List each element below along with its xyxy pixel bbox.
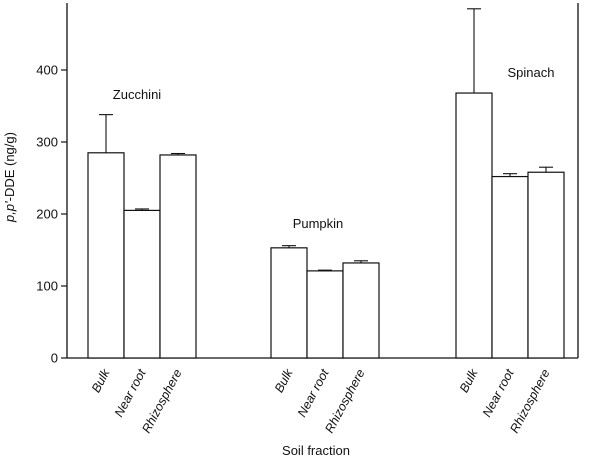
y-tick-label: 400 (36, 63, 58, 78)
x-tick-label: Near root (295, 366, 332, 419)
x-tick-label: Bulk (89, 366, 113, 395)
group-label: Pumpkin (293, 216, 344, 231)
bar (270, 247, 308, 359)
y-axis-title: p,p'-DDE (ng/g) (2, 132, 17, 223)
bars (87, 92, 565, 359)
x-axis-title: Soil fraction (282, 443, 350, 458)
bar (87, 152, 125, 359)
y-tick-label: 300 (36, 135, 58, 150)
y-tick-label: 200 (36, 207, 58, 222)
bar (342, 262, 380, 359)
x-tick-label: Bulk (457, 366, 481, 395)
y-axis: 0 100 200 300 400 (36, 63, 67, 366)
y-tick-label: 100 (36, 279, 58, 294)
x-tick-label: Bulk (272, 366, 296, 395)
bar (159, 154, 197, 359)
bar (527, 171, 565, 359)
y-axis-title-rest: -DDE (ng/g) (2, 132, 17, 201)
bar (455, 92, 493, 359)
group-labels: Zucchini Pumpkin Spinach (113, 65, 555, 231)
bar (491, 175, 529, 359)
group-label: Spinach (508, 65, 555, 80)
error-bars (99, 8, 553, 271)
bar (306, 270, 344, 359)
group-label: Zucchini (113, 87, 162, 102)
x-tick-label: Near root (112, 366, 149, 419)
x-tick-label: Near root (480, 366, 517, 419)
y-tick-label: 0 (51, 351, 58, 366)
bar (123, 209, 161, 359)
y-axis-title-italic: p,p' (2, 201, 17, 223)
